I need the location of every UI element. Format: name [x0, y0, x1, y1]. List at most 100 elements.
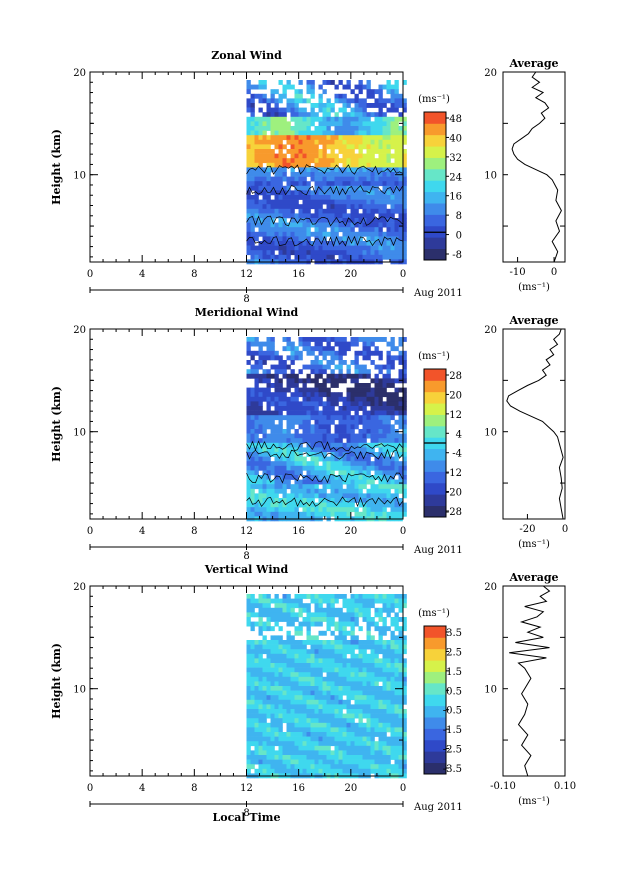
heatmap-cell: [386, 80, 391, 85]
heatmap-cell: [322, 337, 327, 342]
heatmap-cell: [274, 612, 279, 618]
heatmap-cell: [354, 686, 359, 691]
heatmap-cell: [282, 93, 287, 99]
heatmap-cell: [250, 116, 255, 122]
heatmap-cell: [282, 144, 287, 150]
heatmap-cell: [270, 493, 275, 499]
heatmap-cell: [274, 254, 279, 260]
heatmap-cell: [310, 222, 315, 228]
heatmap-cell: [282, 130, 287, 136]
heatmap-cell: [250, 498, 255, 503]
heatmap-cell: [286, 415, 291, 421]
heatmap-cell: [306, 208, 311, 214]
heatmap-cell: [378, 644, 383, 650]
profile-x-tick-label: -10: [510, 267, 526, 278]
heatmap-cell: [374, 139, 379, 145]
heatmap-cell: [386, 250, 391, 256]
heatmap-cell: [366, 337, 371, 342]
heatmap-cell: [330, 254, 335, 260]
heatmap-cell: [374, 511, 379, 517]
heatmap-cell: [386, 162, 391, 168]
heatmap-cell: [354, 498, 359, 503]
heatmap-cell: [330, 640, 335, 645]
heatmap-cell: [358, 447, 363, 453]
heatmap-cell: [318, 346, 323, 352]
heatmap-cell: [342, 406, 347, 411]
heatmap-cell: [290, 98, 295, 104]
heatmap-cell: [290, 713, 295, 719]
heatmap-cell: [338, 686, 343, 691]
heatmap-cell: [334, 704, 339, 710]
heatmap-cell: [374, 190, 379, 196]
heatmap-cell: [310, 424, 315, 430]
heatmap-cell: [350, 406, 355, 411]
heatmap-cell: [402, 378, 407, 384]
heatmap-cell: [398, 695, 403, 701]
heatmap-cell: [354, 475, 359, 480]
heatmap-cell: [262, 502, 267, 508]
heatmap-cell: [382, 364, 387, 370]
heatmap-cell: [326, 167, 331, 173]
heatmap-cell: [362, 768, 367, 774]
heatmap-cell: [322, 176, 327, 182]
heatmap-cell: [354, 103, 359, 108]
heatmap-cell: [262, 135, 267, 141]
heatmap-cell: [382, 498, 387, 503]
heatmap-cell: [402, 429, 407, 434]
heatmap-cell: [314, 727, 319, 733]
heatmap-cell: [254, 116, 259, 122]
heatmap-cell: [310, 89, 315, 95]
heatmap-cell: [314, 511, 319, 517]
heatmap-cell: [322, 722, 327, 728]
heatmap-cell: [330, 369, 335, 375]
heatmap-cell: [322, 378, 327, 384]
heatmap-cell: [338, 718, 343, 724]
heatmap-cell: [306, 112, 311, 118]
heatmap-cell: [298, 681, 303, 687]
heatmap-cell: [370, 167, 375, 173]
heatmap-cell: [402, 80, 407, 85]
heatmap-cell: [306, 507, 311, 513]
heatmap-cell: [390, 603, 395, 609]
heatmap-cell: [266, 112, 271, 118]
heatmap-cell: [370, 181, 375, 187]
heatmap-cell: [282, 644, 287, 650]
heatmap-cell: [386, 149, 391, 154]
heatmap-cell: [262, 479, 267, 485]
heatmap-cell: [382, 185, 387, 191]
heatmap-cell: [350, 89, 355, 95]
heatmap-cell: [330, 401, 335, 407]
heatmap-cell: [390, 635, 395, 641]
heatmap-cell: [318, 190, 323, 196]
heatmap-cell: [286, 452, 291, 457]
heatmap-cell: [354, 350, 359, 356]
heatmap-cell: [334, 429, 339, 434]
heatmap-cell: [362, 681, 367, 687]
heatmap-cell: [306, 387, 311, 393]
heatmap-cell: [250, 373, 255, 379]
contour-line: [246, 164, 403, 175]
heatmap-cell: [314, 653, 319, 659]
heatmap-cell: [246, 621, 251, 627]
heatmap-cell: [346, 373, 351, 379]
heatmap-cell: [334, 511, 339, 517]
heatmap-cell: [390, 429, 395, 434]
heatmap-cell: [378, 415, 383, 421]
heatmap-cell: [274, 227, 279, 233]
heatmap-cell: [262, 396, 267, 402]
heatmap-cell: [334, 231, 339, 237]
heatmap-cell: [274, 350, 279, 356]
heatmap-cell: [394, 755, 399, 760]
heatmap-cell: [342, 172, 347, 177]
heatmap-cell: [270, 176, 275, 182]
heatmap-cell: [374, 488, 379, 494]
heatmap-cell: [254, 415, 259, 421]
heatmap-cell: [250, 392, 255, 398]
heatmap-cell: [390, 667, 395, 673]
heatmap-cell: [402, 153, 407, 159]
heatmap-cell: [266, 236, 271, 242]
heatmap-cell: [314, 337, 319, 342]
heatmap-cell: [390, 718, 395, 724]
heatmap-cell: [298, 126, 303, 131]
heatmap-cell: [378, 759, 383, 765]
